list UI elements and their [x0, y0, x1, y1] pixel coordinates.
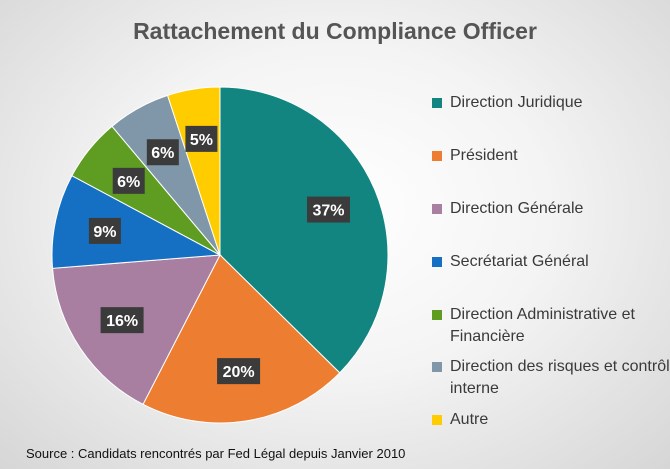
data-label-box: [146, 139, 179, 166]
data-label-direction-juridique: 37%: [306, 196, 350, 223]
legend-label: Secrétariat Général: [450, 253, 589, 270]
legend-label: Direction Générale: [450, 200, 584, 217]
legend-item-direction-administrative-et-financiere: Direction Administrative et Financière: [430, 304, 670, 348]
legend-swatch: [432, 415, 442, 425]
data-label-box: [112, 167, 145, 194]
legend-swatch: [432, 204, 442, 214]
legend-swatch: [432, 151, 442, 161]
data-label-text: 6%: [151, 145, 174, 162]
legend-item-direction-generale: Direction Générale: [430, 198, 670, 220]
legend-item-direction-des-risques-et-controle-interne: Direction des risques et contrôle intern…: [430, 356, 670, 400]
legend-item-secretariat-general: Secrétariat Général: [430, 251, 670, 273]
legend-swatch: [432, 362, 442, 372]
legend-label: Direction des risques et contrôle intern…: [450, 358, 670, 397]
data-label-box: [185, 125, 218, 152]
data-label-direction-generale: 16%: [100, 307, 144, 334]
data-label-direction-des-risques-et-controle-interne: 6%: [146, 139, 179, 166]
pie-slice-president: [142, 254, 341, 424]
chart-title: Rattachement du Compliance Officer: [133, 18, 537, 44]
data-label-text: 37%: [312, 203, 344, 220]
data-label-secretariat-general: 9%: [88, 217, 121, 244]
chart-source: Source : Candidats rencontrés par Fed Lé…: [26, 446, 406, 461]
data-label-box: [217, 358, 261, 385]
legend-label: Direction Juridique: [450, 94, 583, 111]
legend-item-president: Président: [430, 145, 670, 167]
data-label-text: 5%: [190, 132, 213, 149]
legend-label: Direction Administrative et Financière: [450, 306, 635, 345]
legend-item-autre: Autre: [430, 409, 670, 431]
pie-slice-secretariat-general: [51, 174, 222, 269]
data-label-text: 20%: [223, 364, 255, 381]
data-label-autre: 5%: [185, 125, 218, 152]
data-label-box: [88, 217, 121, 244]
data-label-text: 9%: [93, 224, 116, 241]
data-label-box: [100, 307, 144, 334]
pie-slice-direction-juridique: [219, 86, 389, 374]
legend-swatch: [432, 310, 442, 320]
legend-swatch: [432, 98, 442, 108]
legend-item-direction-juridique: Direction Juridique: [430, 92, 670, 114]
data-label-text: 16%: [106, 313, 138, 330]
data-label-box: [306, 196, 350, 223]
data-label-text: 6%: [117, 174, 140, 191]
legend-swatch: [432, 257, 442, 267]
legend-label: Autre: [450, 411, 489, 428]
legend-label: Président: [450, 147, 518, 164]
data-label-president: 20%: [217, 358, 261, 385]
data-label-direction-administrative-et-financiere: 6%: [112, 167, 145, 194]
